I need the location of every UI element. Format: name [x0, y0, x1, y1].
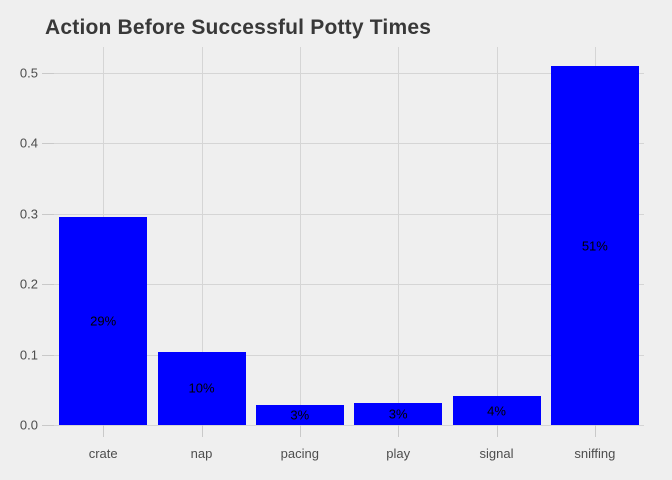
x-axis-tick: [594, 425, 596, 437]
bar-value-label: 3%: [388, 406, 408, 422]
y-axis-tick: [42, 213, 54, 215]
bar: [59, 217, 148, 425]
x-axis-category-label: play: [386, 446, 411, 461]
bar: [157, 351, 246, 425]
x-axis-category-label: sniffing: [574, 446, 616, 461]
x-axis-tick: [103, 425, 105, 437]
y-axis-tick-label: 0.5: [19, 65, 38, 81]
bar-value-label: 29%: [90, 313, 117, 329]
x-axis-tick: [201, 425, 203, 437]
x-axis-tick: [496, 425, 498, 437]
bar-value-label: 10%: [188, 380, 215, 396]
y-gridline: [54, 425, 644, 426]
x-axis-category-label: nap: [190, 446, 213, 461]
x-gridline: [496, 47, 498, 425]
y-axis-tick: [42, 354, 54, 356]
x-gridline: [201, 47, 203, 425]
y-axis-tick-label: 0.4: [19, 135, 38, 151]
x-axis-tick: [398, 425, 400, 437]
x-gridline: [299, 47, 301, 425]
x-axis-category-label: signal: [479, 446, 514, 461]
plot-panel: 29% 10% 3% 3% 4% 51%: [54, 47, 644, 426]
y-axis-tick: [42, 143, 54, 145]
bar: [354, 403, 443, 425]
y-axis-tick: [42, 284, 54, 286]
y-axis-tick: [42, 425, 54, 426]
bar: [550, 66, 639, 425]
bar-value-label: 4%: [487, 403, 506, 419]
bar: [255, 405, 344, 425]
chart-title: Action Before Successful Potty Times: [45, 16, 432, 39]
x-gridline: [398, 47, 400, 425]
x-axis-category-label: crate: [88, 446, 118, 461]
y-axis-tick-label: 0.3: [19, 206, 38, 222]
y-gridline: [54, 73, 644, 75]
bar-value-label: 3%: [290, 407, 310, 423]
y-axis-tick-label: 0.0: [19, 417, 38, 433]
x-axis-tick: [299, 425, 301, 437]
y-axis-tick-label: 0.2: [19, 276, 38, 292]
y-axis-tick-label: 0.1: [19, 347, 38, 363]
y-gridline: [54, 284, 644, 286]
bar: [452, 396, 541, 425]
y-gridline: [54, 354, 644, 356]
y-axis-tick: [42, 73, 54, 75]
bar-value-label: 51%: [581, 238, 608, 253]
y-gridline: [54, 213, 644, 215]
y-gridline: [54, 143, 644, 145]
x-axis-category-label: pacing: [280, 446, 319, 461]
